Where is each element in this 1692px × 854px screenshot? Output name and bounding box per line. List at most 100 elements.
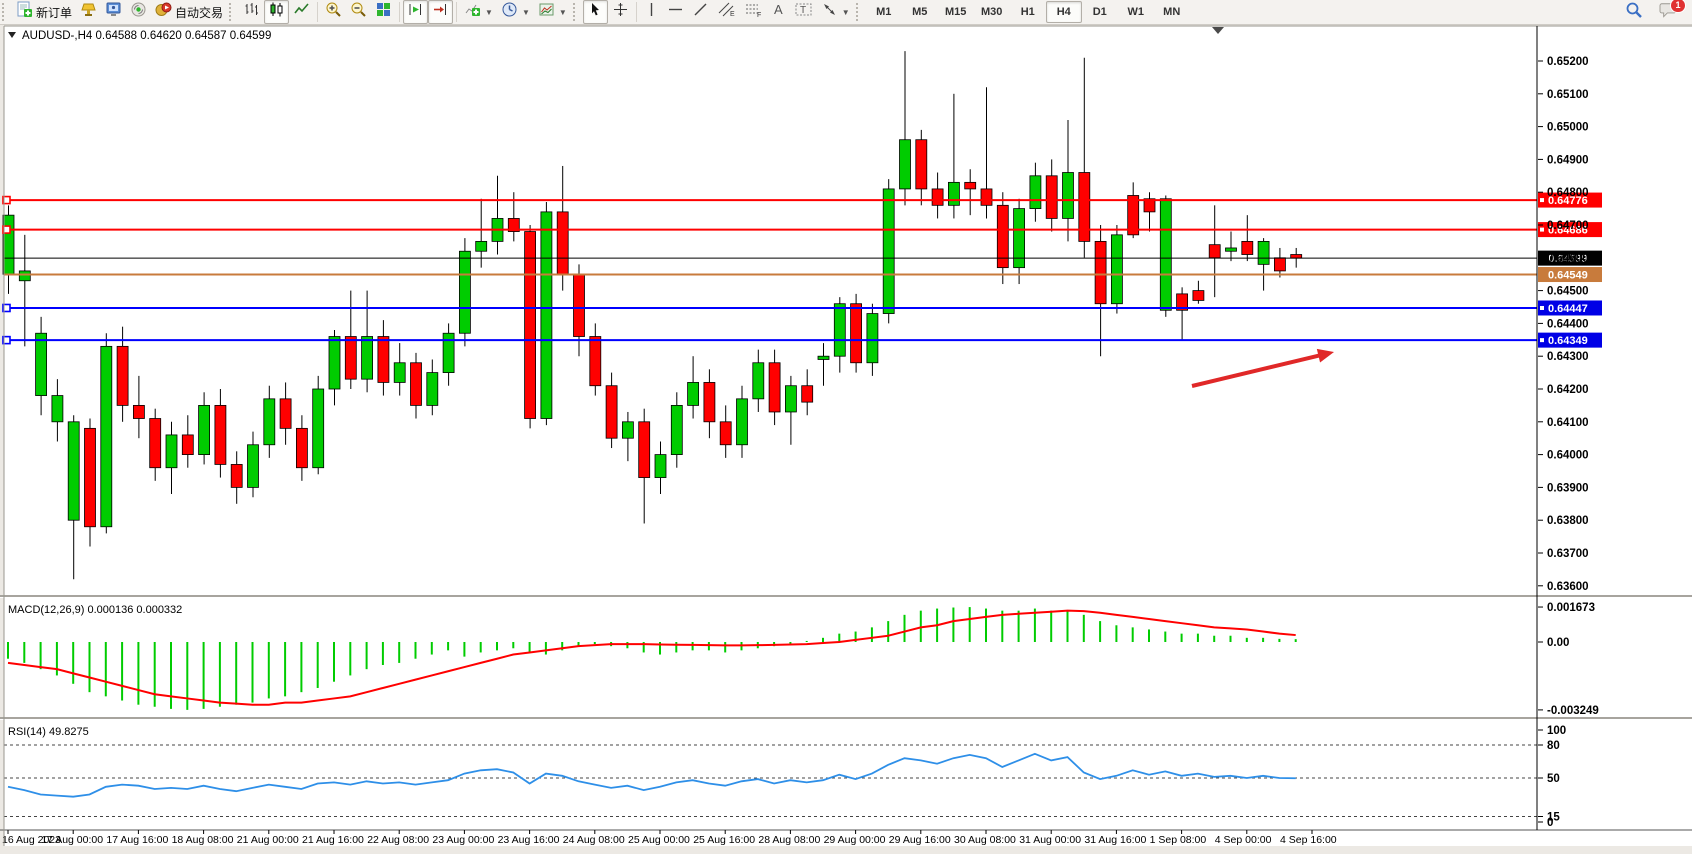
- time-label: 29 Aug 00:00: [824, 834, 886, 846]
- bar-chart-icon: [243, 1, 260, 23]
- autotrading-label: 自动交易: [175, 5, 224, 20]
- autotrading-button[interactable]: 自动交易: [151, 0, 227, 24]
- rsi-pane: 100 80 50 150 RSI(14) 49.8275: [4, 725, 1566, 829]
- oneclick-collapse-icon[interactable]: [8, 32, 16, 38]
- svg-text:T: T: [800, 5, 806, 16]
- channel-button[interactable]: E: [713, 0, 740, 24]
- indicators-button[interactable]: ▼: [460, 0, 497, 24]
- line-chart-button[interactable]: [289, 0, 314, 24]
- svg-text:E: E: [730, 11, 735, 18]
- fibonacci-button[interactable]: F: [740, 0, 767, 24]
- chart-shift-button[interactable]: [428, 0, 454, 24]
- zoom-in-button[interactable]: [321, 0, 346, 24]
- price-tag: [1538, 300, 1602, 316]
- line-handle[interactable]: [2, 195, 11, 205]
- candle-body: [1127, 195, 1140, 236]
- candle-body: [752, 362, 765, 400]
- search-button[interactable]: [1621, 0, 1647, 24]
- annotation-arrow[interactable]: [1191, 352, 1325, 388]
- candle-body: [654, 454, 667, 478]
- zoom-in-icon: [325, 1, 342, 23]
- time-label: 4 Sep 16:00: [1280, 834, 1337, 846]
- bar-chart-button[interactable]: [239, 0, 264, 24]
- candle-body: [410, 362, 422, 406]
- terminal-button[interactable]: [101, 0, 126, 24]
- periods-button[interactable]: ▼: [497, 0, 534, 24]
- tag-handle-dot: [1540, 227, 1544, 232]
- new-order-button[interactable]: 新订单: [12, 0, 76, 24]
- price-tag: [1538, 250, 1602, 266]
- vertical-line-icon: [644, 1, 659, 23]
- text-icon: A: [771, 1, 786, 23]
- candle-body: [801, 385, 814, 403]
- candle-body: [426, 372, 439, 406]
- candle-body: [328, 336, 341, 390]
- vertical-line-button[interactable]: [640, 0, 663, 24]
- candle-body: [247, 444, 259, 488]
- line-handle[interactable]: [2, 225, 11, 234]
- price-tag-label: 0.64686: [1548, 225, 1588, 237]
- timeframe-button-H4[interactable]: H4: [1045, 1, 1082, 23]
- arrows-button[interactable]: ▼: [817, 0, 854, 24]
- annotation-arrow-head[interactable]: [1316, 348, 1334, 363]
- arrows-icon: [821, 1, 838, 23]
- signal-button[interactable]: [126, 0, 151, 24]
- tile-windows-button[interactable]: [371, 0, 396, 24]
- chart-shift-marker[interactable]: [1212, 27, 1224, 34]
- lamp-button[interactable]: [76, 0, 101, 24]
- autotrading-icon: [155, 1, 172, 23]
- timeframe-button-M15[interactable]: M15: [945, 6, 967, 18]
- candle-body: [2, 214, 15, 275]
- zoom-out-button[interactable]: [346, 0, 371, 24]
- candle-body: [116, 345, 129, 406]
- autoscroll-button[interactable]: [403, 0, 429, 24]
- timeframe-button-M1[interactable]: M1: [876, 6, 892, 18]
- pane-divider[interactable]: [0, 717, 1692, 719]
- candle-body: [1143, 198, 1156, 213]
- horizontal-line-button[interactable]: [663, 0, 688, 24]
- timeframe-button-M30[interactable]: M30: [981, 6, 1003, 18]
- candle-body: [670, 404, 683, 455]
- templates-button[interactable]: ▼: [534, 0, 571, 24]
- candle-body: [1094, 240, 1107, 305]
- line-chart-icon: [293, 1, 310, 23]
- time-label: 25 Aug 00:00: [628, 834, 690, 846]
- line-handle[interactable]: [2, 303, 11, 313]
- candlestick-button[interactable]: [264, 0, 290, 24]
- price-scale-label: 0.64600: [1547, 253, 1589, 265]
- crosshair-button[interactable]: [608, 0, 633, 24]
- time-label: 4 Sep 00:00: [1215, 834, 1272, 846]
- toolbar-grip[interactable]: [229, 3, 236, 21]
- toolbar-grip[interactable]: [855, 3, 863, 21]
- fibonacci-icon: F: [744, 1, 763, 23]
- price-scale-label: 0.63700: [1547, 548, 1589, 560]
- dropdown-arrow-icon: ▼: [485, 7, 493, 17]
- text-label-button[interactable]: T: [790, 0, 817, 24]
- timeframe-button-H1[interactable]: H1: [1020, 6, 1035, 18]
- timeframe-button-M5[interactable]: M5: [912, 6, 928, 18]
- toolbar-grip[interactable]: [2, 3, 9, 21]
- candle-body: [312, 388, 325, 469]
- time-label: 23 Aug 16:00: [498, 834, 560, 846]
- cursor-button[interactable]: [582, 0, 608, 24]
- pane-divider[interactable]: [0, 595, 1692, 597]
- timeframe-button-MN[interactable]: MN: [1163, 6, 1181, 18]
- text-button[interactable]: A: [767, 0, 790, 24]
- candle-body: [1159, 198, 1172, 311]
- timeframe-button-D1[interactable]: D1: [1092, 6, 1107, 18]
- timeframe-button-W1[interactable]: W1: [1127, 6, 1144, 18]
- price-tag: [1538, 222, 1602, 238]
- candle-body: [948, 181, 960, 206]
- toolbar-grip[interactable]: [572, 3, 580, 21]
- time-label: 23 Aug 00:00: [432, 834, 494, 846]
- trendline-button[interactable]: [688, 0, 713, 24]
- candle-body: [279, 398, 292, 429]
- candle-body: [638, 421, 651, 478]
- candle-body: [67, 421, 80, 521]
- rsi-label: RSI(14) 49.8275: [8, 726, 89, 738]
- price-scale-label: 0.64800: [1547, 187, 1589, 199]
- line-handle[interactable]: [2, 335, 11, 345]
- notifications-button[interactable]: 1: [1655, 0, 1686, 24]
